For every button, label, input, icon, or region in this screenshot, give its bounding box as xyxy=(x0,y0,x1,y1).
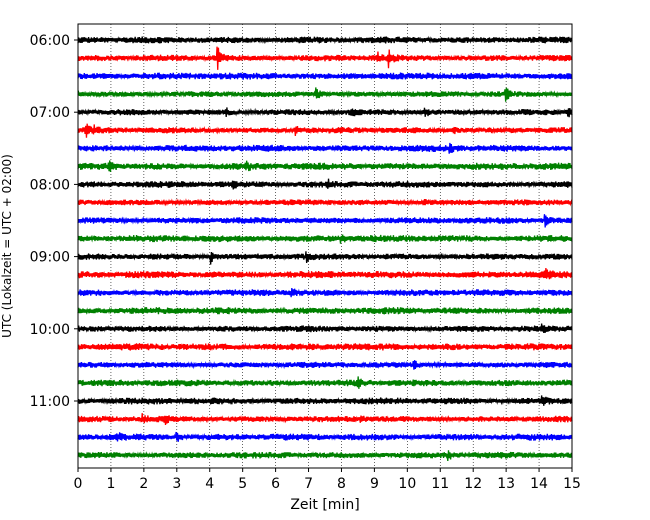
x-tick-label: 0 xyxy=(74,476,83,492)
trace-0700-black xyxy=(77,107,573,118)
trace-1145-green xyxy=(77,450,573,462)
x-axis-ticks: 0 1 2 3 4 5 6 7 8 9 10 11 12 13 14 15 xyxy=(74,468,581,492)
trace-1030-blue xyxy=(77,360,573,370)
x-axis-label: Zeit [min] xyxy=(290,497,359,513)
trace-0900-black xyxy=(77,251,573,265)
vertical-gridlines xyxy=(110,24,540,468)
trace-0930-blue xyxy=(77,287,573,298)
y-axis-label: UTC (Lokalzeit = UTC + 02:00) xyxy=(0,154,14,338)
plot-frame xyxy=(77,23,573,469)
trace-1000-black xyxy=(77,323,573,333)
x-tick-label: 12 xyxy=(464,476,482,492)
trace-1130-blue xyxy=(77,431,573,442)
y-tick-label: 10:00 xyxy=(30,322,70,338)
x-tick-label: 10 xyxy=(398,476,416,492)
trace-1015-red xyxy=(77,342,573,351)
x-tick-label: 8 xyxy=(337,476,346,492)
trace-0645-green xyxy=(77,87,573,102)
trace-1045-green xyxy=(77,376,573,389)
x-tick-label: 6 xyxy=(271,476,280,492)
trace-0800-black xyxy=(77,178,573,190)
x-tick-label: 3 xyxy=(172,476,181,492)
trace-1115-red xyxy=(77,413,573,425)
trace-0600-black xyxy=(77,35,573,45)
seismogram-traces xyxy=(77,35,573,462)
x-tick-label: 1 xyxy=(106,476,115,492)
y-tick-label: 11:00 xyxy=(30,394,70,410)
y-tick-label: 08:00 xyxy=(30,177,70,193)
x-tick-label: 4 xyxy=(205,476,214,492)
trace-0830-blue xyxy=(77,214,573,228)
trace-1100-black xyxy=(77,395,573,406)
x-tick-label: 15 xyxy=(563,476,581,492)
trace-0615-red xyxy=(77,46,573,70)
trace-0945-green xyxy=(77,306,573,315)
x-tick-label: 5 xyxy=(238,476,247,492)
x-tick-label: 13 xyxy=(497,476,515,492)
y-tick-label: 07:00 xyxy=(30,105,70,121)
trace-0745-green xyxy=(77,160,573,172)
x-tick-label: 14 xyxy=(530,476,548,492)
x-tick-label: 7 xyxy=(304,476,313,492)
y-tick-label: 06:00 xyxy=(30,33,70,49)
x-tick-label: 11 xyxy=(431,476,449,492)
trace-0815-red xyxy=(77,198,573,207)
trace-0630-blue xyxy=(77,72,573,80)
trace-0845-green xyxy=(77,234,573,244)
trace-0915-red xyxy=(77,268,573,280)
x-tick-label: 2 xyxy=(139,476,148,492)
y-tick-label: 09:00 xyxy=(30,250,70,266)
y-axis-ticks: 06:00 07:00 08:00 09:00 10:00 11:00 xyxy=(30,33,78,410)
x-tick-label: 9 xyxy=(370,476,379,492)
trace-0715-red xyxy=(77,123,573,138)
trace-0730-blue xyxy=(77,142,573,154)
